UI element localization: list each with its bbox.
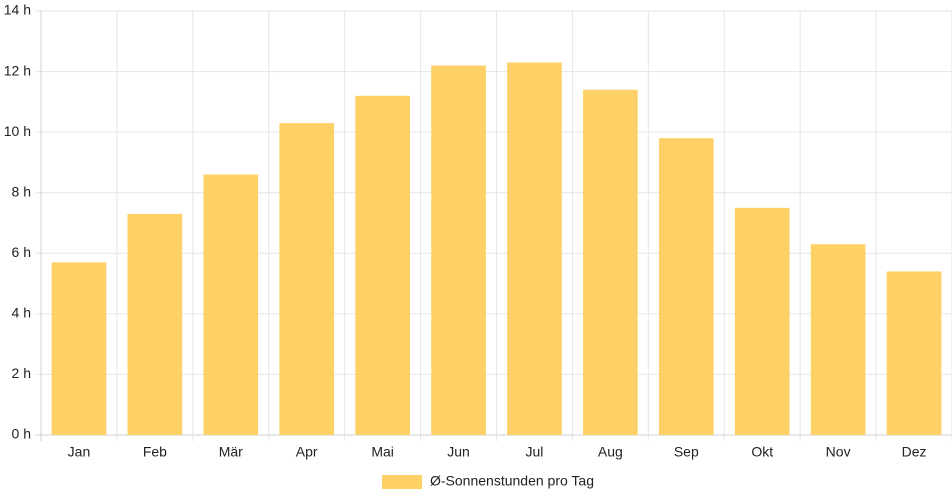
bar-nov[interactable]	[810, 244, 866, 435]
bar-apr[interactable]	[279, 123, 335, 436]
y-tick-label: 8 h	[12, 183, 31, 199]
legend[interactable]: Ø-Sonnenstunden pro Tag	[382, 473, 594, 489]
x-tick-label: Mär	[219, 444, 243, 460]
bar-feb[interactable]	[127, 213, 183, 435]
bar-aug[interactable]	[583, 89, 638, 435]
x-tick-label: Dez	[902, 444, 927, 460]
y-tick-label: 10 h	[4, 123, 31, 139]
x-tick-label: Nov	[826, 444, 851, 460]
y-tick-label: 14 h	[4, 2, 31, 18]
axes: 0 h 2 h 4 h 6 h 8 h 10 h 12 h 14 h Jan Feb Mär Apr M…	[4, 2, 927, 460]
bar-jul[interactable]	[507, 62, 562, 435]
x-tick-label: Jun	[447, 444, 470, 460]
bar-mai[interactable]	[355, 95, 410, 436]
x-tick-label: Mai	[371, 444, 394, 460]
bar-mär[interactable]	[203, 174, 259, 436]
legend-label: Ø-Sonnenstunden pro Tag	[430, 473, 594, 489]
bar-jan[interactable]	[51, 262, 107, 435]
x-tick-label: Jul	[526, 444, 544, 460]
y-tick-label: 0 h	[12, 426, 31, 442]
x-tick-label: Feb	[143, 444, 167, 460]
y-tick-label: 2 h	[12, 365, 31, 381]
bars	[51, 62, 942, 436]
x-tick-label: Okt	[751, 444, 773, 460]
x-tick-label: Apr	[296, 444, 318, 460]
x-tick-label: Sep	[674, 444, 699, 460]
bar-jun[interactable]	[431, 65, 486, 435]
legend-swatch	[382, 475, 423, 489]
x-tick-label: Jan	[68, 444, 91, 460]
bar-sep[interactable]	[658, 138, 714, 435]
bar-okt[interactable]	[734, 207, 790, 435]
y-tick-label: 12 h	[4, 62, 31, 78]
x-tick-label: Aug	[598, 444, 623, 460]
y-tick-label: 4 h	[12, 305, 31, 321]
y-tick-label: 6 h	[12, 244, 31, 260]
grid-lines	[35, 10, 952, 441]
bar-dez[interactable]	[886, 271, 942, 435]
